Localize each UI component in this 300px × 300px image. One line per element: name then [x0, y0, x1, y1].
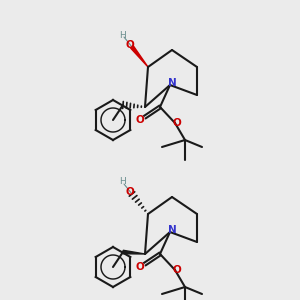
Text: H: H [118, 178, 125, 187]
Text: O: O [126, 187, 134, 197]
Text: O: O [136, 115, 144, 125]
Polygon shape [123, 250, 145, 254]
Text: H: H [118, 31, 125, 40]
Text: O: O [136, 262, 144, 272]
Text: N: N [168, 225, 176, 235]
Text: O: O [172, 265, 182, 275]
Text: O: O [172, 118, 182, 128]
Text: O: O [126, 40, 134, 50]
Polygon shape [130, 46, 148, 67]
Text: N: N [168, 78, 176, 88]
